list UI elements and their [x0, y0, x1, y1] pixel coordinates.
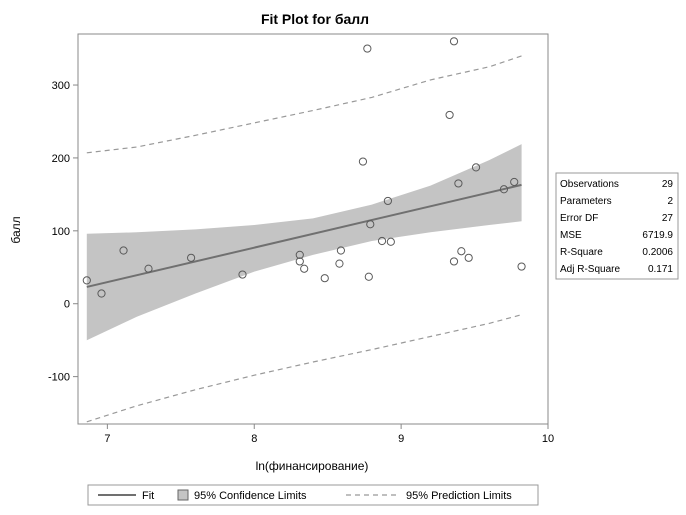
data-point [445, 110, 454, 120]
data-point [464, 253, 473, 262]
data-point [366, 220, 375, 229]
data-point [119, 246, 128, 255]
data-point [300, 264, 309, 273]
chart-title: Fit Plot for балл [261, 11, 369, 27]
confidence-band [86, 144, 522, 341]
data-point [383, 196, 393, 206]
legend-prediction-label: 95% Prediction Limits [406, 490, 512, 502]
data-point [449, 37, 459, 46]
legend-fit-label: Fit [142, 490, 154, 502]
data-point [295, 257, 304, 266]
stats-value: 0.2006 [642, 247, 673, 258]
x-tick-label: 9 [398, 433, 404, 445]
legend-confidence-label: 95% Confidence Limits [194, 490, 307, 502]
fit-line [86, 183, 522, 288]
y-tick-label: 100 [52, 226, 70, 238]
y-tick-label: 300 [52, 80, 70, 92]
stats-label: R-Square [560, 247, 603, 258]
data-point [335, 259, 344, 268]
legend: Fit 95% Confidence Limits 95% Prediction L… [87, 484, 539, 506]
stats-value: 0.171 [648, 264, 673, 275]
stats-label: Parameters [560, 196, 612, 207]
plot-frame [77, 33, 549, 425]
data-point [499, 185, 509, 194]
legend-frame [87, 484, 539, 506]
stats-label: Error DF [560, 213, 598, 224]
x-axis-label: ln(финансирование) [256, 459, 369, 473]
x-tick-label: 8 [251, 433, 257, 445]
stats-value: 2 [667, 196, 673, 207]
y-tick-label: 200 [52, 153, 70, 165]
data-point [457, 247, 466, 256]
data-point [295, 250, 304, 259]
stats-label: Observations [560, 179, 619, 190]
data-point [377, 236, 387, 246]
stats-value: 27 [662, 213, 674, 224]
x-tick-label: 7 [104, 433, 110, 445]
data-point [97, 289, 106, 298]
data-point [320, 274, 329, 283]
fit-statistics-table: Observations 29 Parameters 2 Error DF 27 MSE 67… [555, 172, 679, 280]
data-point [364, 272, 373, 281]
data-point [336, 246, 346, 255]
y-axis-label: балл [9, 216, 23, 243]
stats-value: 29 [662, 179, 674, 190]
data-point [186, 253, 196, 262]
prediction-limit-upper [86, 55, 522, 154]
stats-value: 6719.9 [642, 230, 673, 241]
data-point [358, 157, 368, 166]
data-point [82, 276, 91, 285]
data-point [144, 264, 153, 273]
data-point [363, 44, 372, 53]
prediction-limit-lower [86, 314, 522, 423]
y-tick-label: 0 [64, 299, 70, 311]
plot-area: 7 8 9 10 -100 0 100 200 300 [48, 33, 554, 445]
data-point [454, 179, 463, 188]
x-tick-label: 10 [542, 433, 554, 445]
y-tick-label: -100 [48, 372, 70, 384]
stats-label: MSE [560, 230, 582, 241]
data-point [238, 270, 247, 279]
data-point [510, 177, 519, 187]
legend-confidence-swatch [177, 489, 189, 501]
data-point [471, 163, 481, 172]
stats-label: Adj R-Square [560, 264, 620, 275]
data-point [449, 257, 459, 266]
stats-table-frame [555, 172, 679, 280]
data-point [517, 262, 526, 271]
data-point [386, 237, 395, 246]
